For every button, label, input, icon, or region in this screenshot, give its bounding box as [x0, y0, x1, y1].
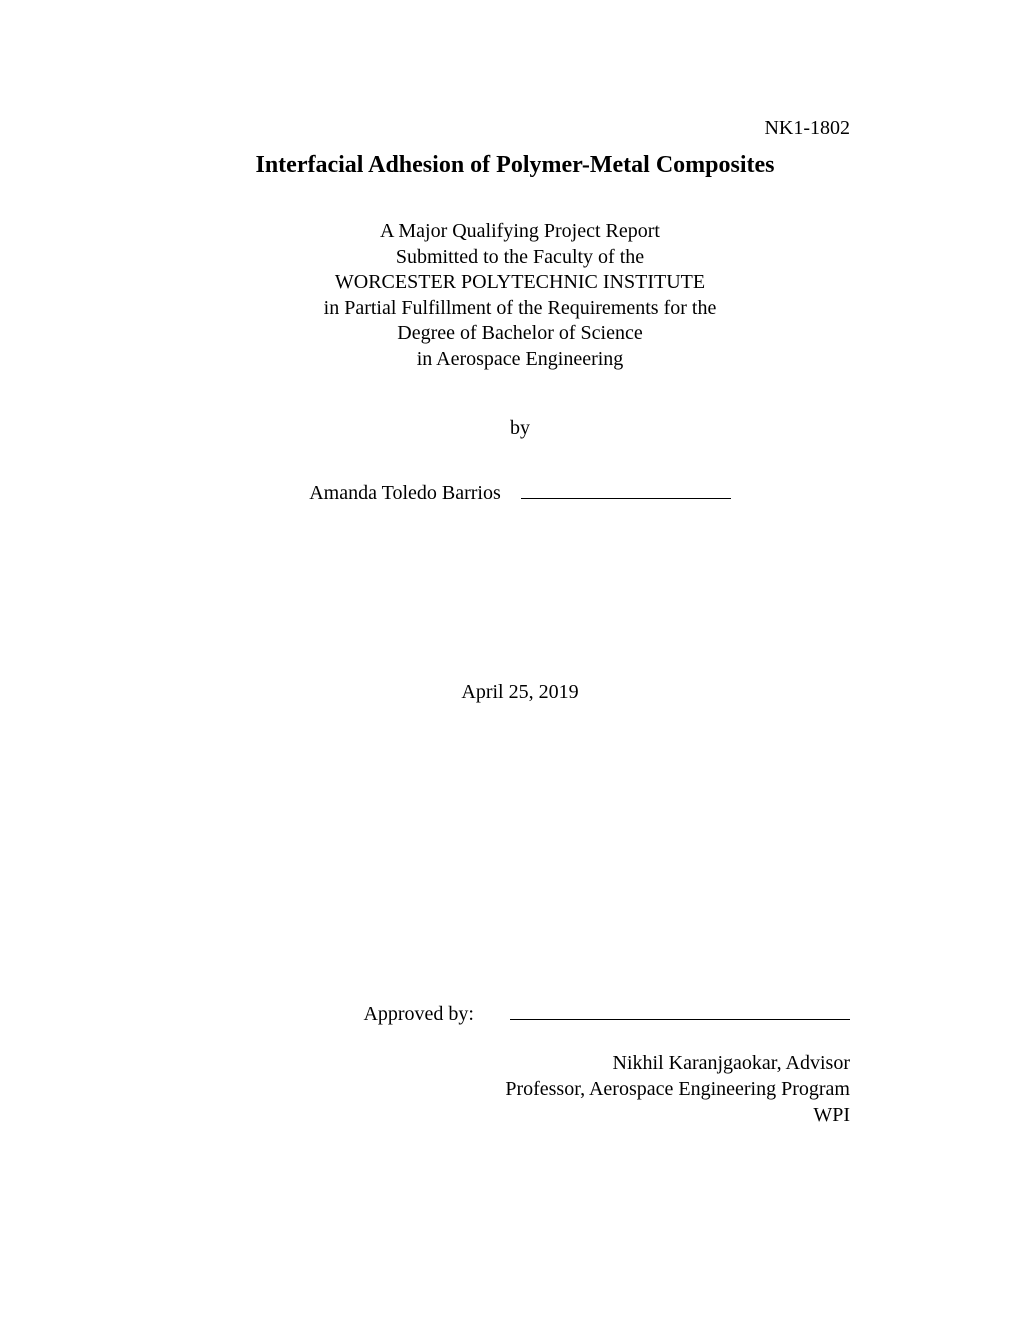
subtitle-line: in Partial Fulfillment of the Requiremen… — [130, 296, 910, 322]
subtitle-line: A Major Qualifying Project Report — [130, 219, 910, 245]
author-signature-line — [521, 498, 731, 499]
advisor-name: Nikhil Karanjgaokar, Advisor — [130, 1050, 850, 1076]
advisor-institution: WPI — [130, 1102, 850, 1128]
approval-section: Approved by: Nikhil Karanjgaokar, Adviso… — [0, 1003, 1020, 1128]
subtitle-line: in Aerospace Engineering — [130, 347, 910, 373]
approval-label: Approved by: — [363, 1003, 474, 1026]
subtitle-block: A Major Qualifying Project Report Submit… — [130, 219, 910, 373]
advisor-title: Professor, Aerospace Engineering Program — [130, 1076, 850, 1102]
author-name: Amanda Toledo Barrios — [309, 482, 501, 505]
advisor-block: Nikhil Karanjgaokar, Advisor Professor, … — [130, 1050, 850, 1128]
subtitle-line: Submitted to the Faculty of the — [130, 245, 910, 271]
subtitle-line: WORCESTER POLYTECHNIC INSTITUTE — [130, 270, 910, 296]
approval-row: Approved by: — [130, 1003, 850, 1026]
author-row: Amanda Toledo Barrios — [130, 482, 910, 505]
approval-signature-line — [510, 1019, 850, 1020]
subtitle-line: Degree of Bachelor of Science — [130, 321, 910, 347]
page-title: Interfacial Adhesion of Polymer-Metal Co… — [120, 152, 910, 179]
by-label: by — [130, 417, 910, 440]
document-id: NK1-1802 — [764, 117, 850, 140]
date: April 25, 2019 — [130, 681, 910, 704]
